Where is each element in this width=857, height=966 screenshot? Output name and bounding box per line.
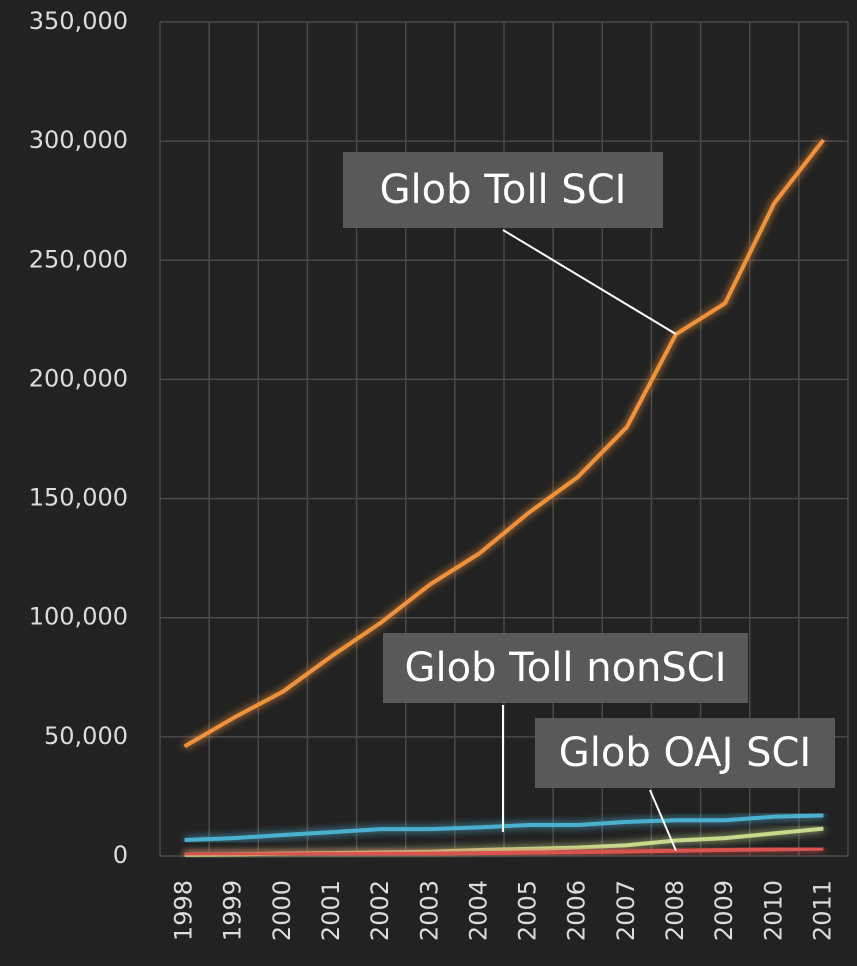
callout-box	[383, 633, 748, 703]
x-tick-label: 2000	[268, 880, 296, 941]
x-tick-label: 2001	[317, 880, 345, 941]
y-tick-label: 200,000	[29, 364, 128, 392]
x-tick-label: 2009	[710, 880, 738, 941]
y-tick-label: 250,000	[29, 245, 128, 273]
callout-leader	[502, 229, 677, 336]
x-tick-label: 2003	[415, 880, 443, 941]
y-tick-label: 300,000	[29, 126, 128, 154]
x-tick-label: 2007	[612, 880, 640, 941]
y-tick-label: 100,000	[29, 603, 128, 631]
y-tick-label: 0	[113, 841, 128, 869]
x-tick-label: 2010	[759, 880, 787, 941]
series-line	[183, 138, 826, 749]
y-tick-label: 350,000	[29, 7, 128, 35]
x-tick-label: 1998	[170, 880, 198, 941]
callout-label: Glob Toll nonSCI	[404, 645, 726, 691]
callout-box	[343, 152, 663, 228]
x-tick-label: 2004	[464, 880, 492, 941]
callout-label: Glob OAJ SCI	[559, 730, 811, 776]
callout-box	[535, 718, 835, 788]
y-tick-label: 50,000	[44, 722, 128, 750]
callout-leader	[649, 789, 677, 852]
callout-label: Glob Toll SCI	[380, 167, 627, 213]
x-tick-label: 2005	[514, 880, 542, 941]
x-tick-label: 1999	[219, 880, 247, 941]
x-tick-label: 2008	[661, 880, 689, 941]
y-tick-label: 150,000	[29, 484, 128, 512]
series-line	[184, 846, 824, 857]
x-tick-label: 2002	[366, 880, 394, 941]
x-tick-label: 2006	[563, 880, 591, 941]
x-tick-label: 2011	[808, 880, 836, 941]
